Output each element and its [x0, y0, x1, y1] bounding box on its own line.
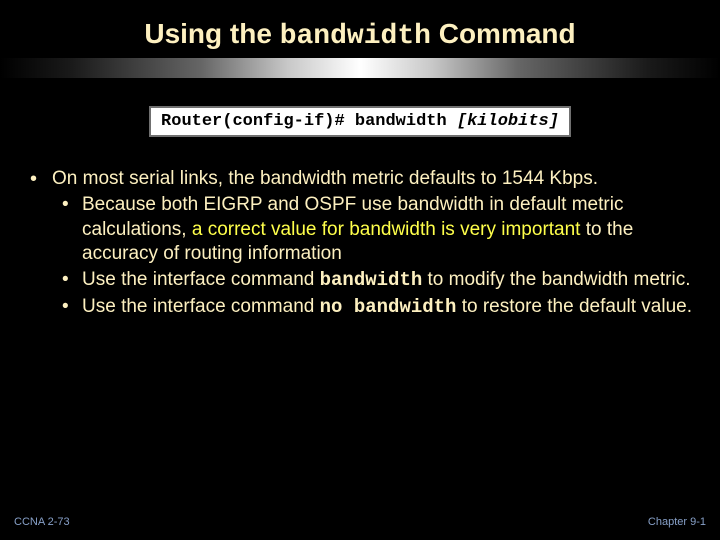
- bullet-sub2-c: to modify the bandwidth metric.: [422, 269, 690, 290]
- bullet-sub3-cmd: no bandwidth: [320, 296, 457, 318]
- command-syntax-box: Router(config-if)# bandwidth [kilobits]: [149, 106, 571, 137]
- title-suffix: Command: [431, 18, 576, 49]
- command-parameter: [kilobits]: [457, 112, 559, 131]
- bullet-sub3: Use the interface command no bandwidth t…: [52, 295, 702, 319]
- bullet-sub1: Because both EIGRP and OSPF use bandwidt…: [52, 193, 702, 266]
- slide-body: On most serial links, the bandwidth metr…: [0, 167, 720, 319]
- footer-right: Chapter 9-1: [648, 516, 706, 528]
- bullet-list-inner: Because both EIGRP and OSPF use bandwidt…: [52, 193, 702, 319]
- title-area: Using the bandwidth Command: [0, 0, 720, 52]
- title-command: bandwidth: [280, 21, 431, 52]
- bullet-sub3-c: to restore the default value.: [456, 296, 692, 317]
- title-gradient-bar: [0, 58, 720, 78]
- slide-title: Using the bandwidth Command: [0, 18, 720, 52]
- command-box-wrap: Router(config-if)# bandwidth [kilobits]: [0, 106, 720, 137]
- bullet-sub2-cmd: bandwidth: [320, 269, 423, 291]
- bullet-sub3-a: Use the interface command: [82, 296, 320, 317]
- bullet-list-outer: On most serial links, the bandwidth metr…: [22, 167, 702, 319]
- bullet-sub2: Use the interface command bandwidth to m…: [52, 268, 702, 292]
- command-prompt: Router(config-if)# bandwidth: [161, 112, 457, 131]
- bullet-sub2-a: Use the interface command: [82, 269, 320, 290]
- bullet-main: On most serial links, the bandwidth metr…: [22, 167, 702, 319]
- title-prefix: Using the: [144, 18, 279, 49]
- footer-left: CCNA 2-73: [14, 516, 70, 528]
- bullet-sub1-highlight: a correct value for bandwidth is very im…: [192, 219, 581, 240]
- bullet-main-text: On most serial links, the bandwidth metr…: [52, 168, 598, 189]
